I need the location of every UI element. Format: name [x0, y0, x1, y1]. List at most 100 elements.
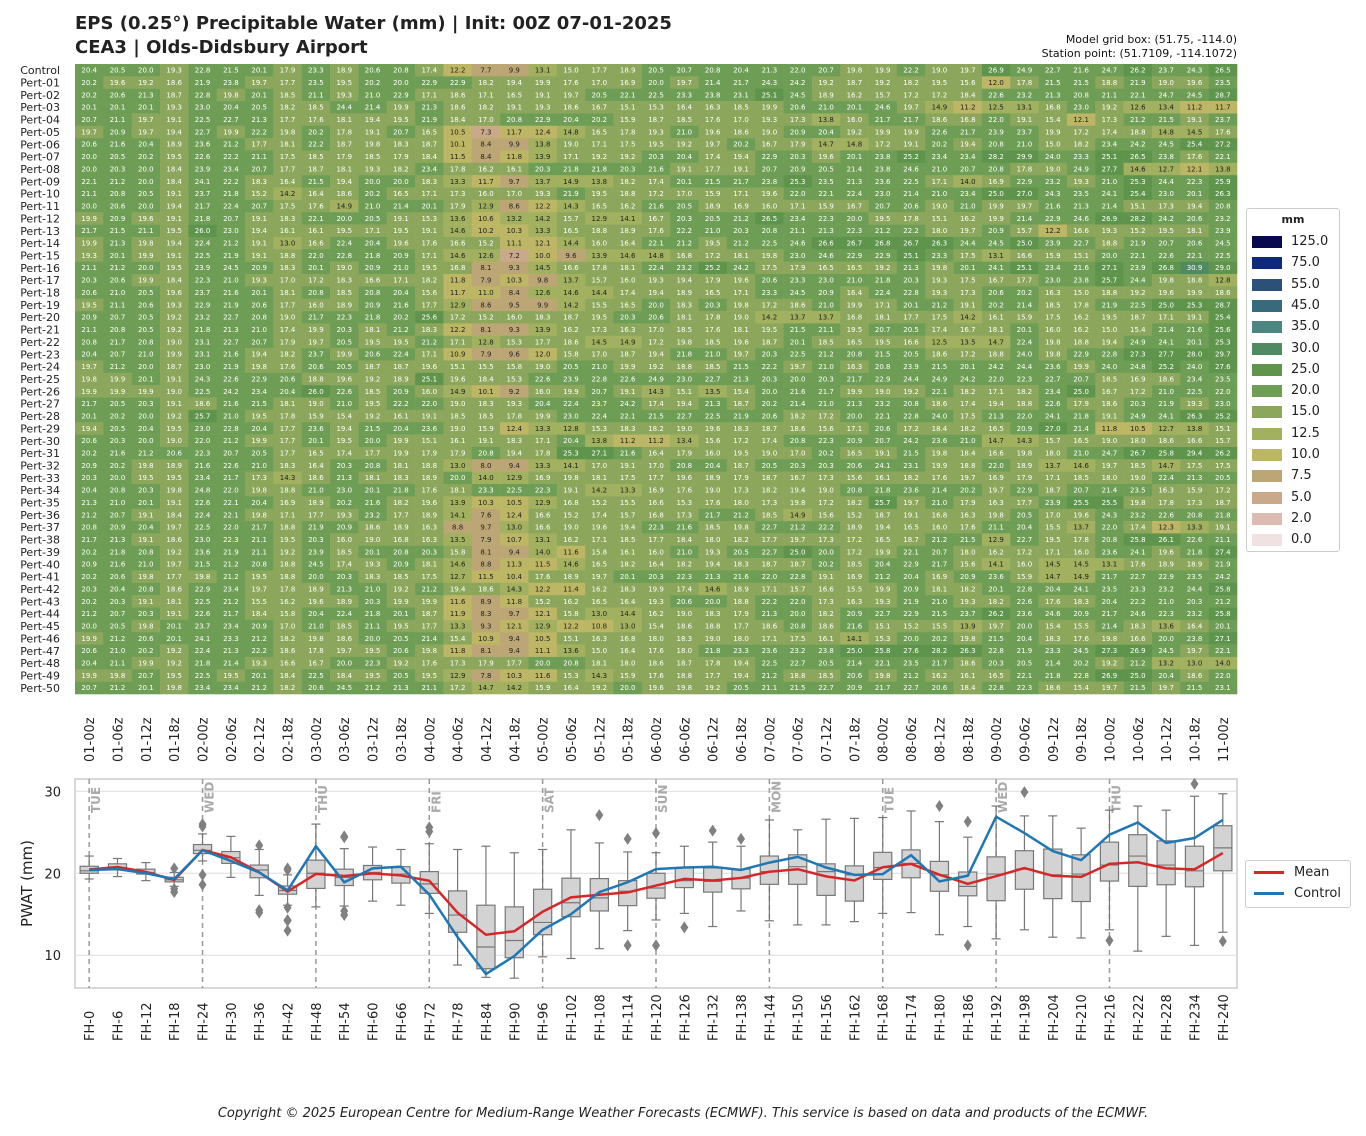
cell-value-label: 14.7 — [478, 684, 494, 692]
day-label: THU — [1109, 785, 1123, 813]
cell-value-label: 20.2 — [1017, 289, 1033, 297]
row-label: Pert-26 — [20, 385, 60, 398]
cell-value-label: 23.7 — [1158, 67, 1174, 75]
cell-value-label: 19.8 — [1102, 635, 1118, 643]
cell-value-label: 18.6 — [932, 116, 948, 124]
cell-value-label: 24.5 — [988, 240, 1004, 248]
cell-value-label: 19.5 — [166, 672, 182, 680]
colorbar-swatch — [1252, 257, 1282, 270]
cell-value-label: 19.2 — [365, 375, 381, 383]
cell-value-label: 15.1 — [875, 622, 891, 630]
cell-value-label: 21.3 — [81, 499, 97, 507]
cell-value-label: 13.6 — [450, 215, 466, 223]
cell-value-label: 18.4 — [960, 91, 976, 99]
cell-value-label: 19.9 — [138, 388, 154, 396]
cell-value-label: 20.1 — [138, 499, 154, 507]
cell-value-label: 21.4 — [847, 165, 863, 173]
cell-value-label: 15.0 — [563, 67, 579, 75]
cell-value-label: 19.3 — [875, 598, 891, 606]
cell-value-label: 19.2 — [365, 412, 381, 420]
cell-value-label: 20.3 — [308, 536, 324, 544]
heatmap-cell — [896, 113, 926, 127]
heatmap-cell — [1066, 113, 1096, 127]
cell-value-label: 24.1 — [195, 178, 211, 186]
cell-value-label: 19.4 — [336, 178, 352, 186]
cell-value-label: 17.3 — [818, 598, 834, 606]
cell-value-label: 14.7 — [1045, 573, 1061, 581]
cell-value-label: 22.9 — [1017, 178, 1033, 186]
cell-value-label: 21.2 — [223, 437, 239, 445]
cell-value-label: 13.3 — [620, 487, 636, 495]
cell-value-label: 21.3 — [818, 227, 834, 235]
cell-value-label: 17.9 — [790, 141, 806, 149]
cell-value-label: 14.3 — [280, 474, 296, 482]
heatmap-cell — [131, 125, 161, 139]
cell-value-label: 23.3 — [308, 67, 324, 75]
cell-value-label: 18.6 — [677, 622, 693, 630]
row-label: Pert-41 — [20, 571, 60, 584]
cell-value-label: 21.2 — [875, 573, 891, 581]
cell-value-label: 19.4 — [875, 524, 891, 532]
cell-value-label: 20.7 — [932, 548, 948, 556]
cell-value-label: 21.8 — [705, 647, 721, 655]
cell-value-label: 19.4 — [960, 141, 976, 149]
cell-value-label: 25.7 — [195, 412, 211, 420]
cell-value-label: 20.0 — [535, 660, 551, 668]
cell-value-label: 16.8 — [393, 536, 409, 544]
cell-value-label: 21.8 — [1187, 548, 1203, 556]
cell-value-label: 19.8 — [762, 252, 778, 260]
cell-value-label: 27.2 — [1215, 141, 1231, 149]
cell-value-label: 17.6 — [648, 672, 664, 680]
heatmap-cell — [245, 88, 274, 102]
heatmap-row: Pert-20 20.9 20.7 20.5 19.2 23.2 22.7 20.8 19.0 2… — [20, 311, 1238, 324]
cell-value-label: 9.3 — [509, 326, 520, 334]
cell-value-label: 20.9 — [81, 314, 97, 322]
heatmap-row: Pert-42 20.3 20.4 20.8 18.6 22.9 23.4 19.7 17.8 1… — [20, 582, 1238, 596]
cell-value-label: 19.6 — [592, 524, 608, 532]
cell-value-label: 14.1 — [620, 215, 636, 223]
heatmap-cell — [500, 76, 529, 90]
heatmap-row: Pert-16 21.1 21.2 20.0 19.5 23.9 24.5 20.9 18.3 2… — [20, 261, 1238, 275]
cell-value-label: 21.5 — [251, 400, 267, 408]
cell-value-label: 26.8 — [875, 240, 891, 248]
cell-value-label: 23.5 — [1073, 190, 1089, 198]
cell-value-label: 18.7 — [762, 474, 778, 482]
cell-value-label: 21.7 — [903, 116, 919, 124]
cell-value-label: 16.5 — [592, 128, 608, 136]
x-tick-label: FH-60 — [367, 1003, 382, 1042]
cell-value-label: 20.5 — [393, 672, 409, 680]
cell-value-label: 17.5 — [620, 474, 636, 482]
line-legend: Mean Control — [1245, 860, 1351, 908]
cell-value-label: 22.1 — [1017, 672, 1033, 680]
cell-value-label: 8.4 — [509, 289, 521, 297]
cell-value-label: 21.9 — [1130, 79, 1146, 87]
cell-value-label: 16.9 — [620, 79, 636, 87]
cell-value-label: 23.8 — [1073, 277, 1089, 285]
column-label: 10-18z — [1188, 717, 1203, 762]
cell-value-label: 21.0 — [705, 227, 721, 235]
cell-value-label: 22.8 — [336, 252, 352, 260]
cell-value-label: 22.3 — [535, 487, 551, 495]
cell-value-label: 20.5 — [138, 190, 154, 198]
cell-value-label: 16.2 — [563, 598, 579, 606]
cell-value-label: 19.9 — [138, 277, 154, 285]
cell-value-label: 20.2 — [365, 190, 381, 198]
cell-value-label: 20.3 — [648, 573, 664, 581]
cell-value-label: 17.8 — [1073, 536, 1089, 544]
cell-value-label: 19.4 — [677, 400, 693, 408]
cell-value-label: 19.1 — [960, 301, 976, 309]
cell-value-label: 17.7 — [648, 474, 664, 482]
cell-value-label: 17.8 — [280, 412, 296, 420]
cell-value-label: 24.0 — [1187, 363, 1203, 371]
cell-value-label: 12.9 — [535, 622, 551, 630]
cell-value-label: 18.6 — [195, 400, 211, 408]
cell-value-label: 24.1 — [875, 462, 891, 470]
cell-value-label: 17.6 — [421, 487, 437, 495]
cell-value-label: 13.1 — [1102, 561, 1118, 569]
cell-value-label: 16.1 — [960, 672, 976, 680]
heatmap-row: Pert-13 21.7 21.5 21.1 19.5 26.0 23.0 19.4 16.1 1… — [20, 224, 1238, 238]
cell-value-label: 20.0 — [365, 437, 381, 445]
cell-value-label: 17.6 — [648, 227, 664, 235]
cell-value-label: 20.1 — [251, 289, 267, 297]
cell-value-label: 18.7 — [648, 116, 664, 124]
